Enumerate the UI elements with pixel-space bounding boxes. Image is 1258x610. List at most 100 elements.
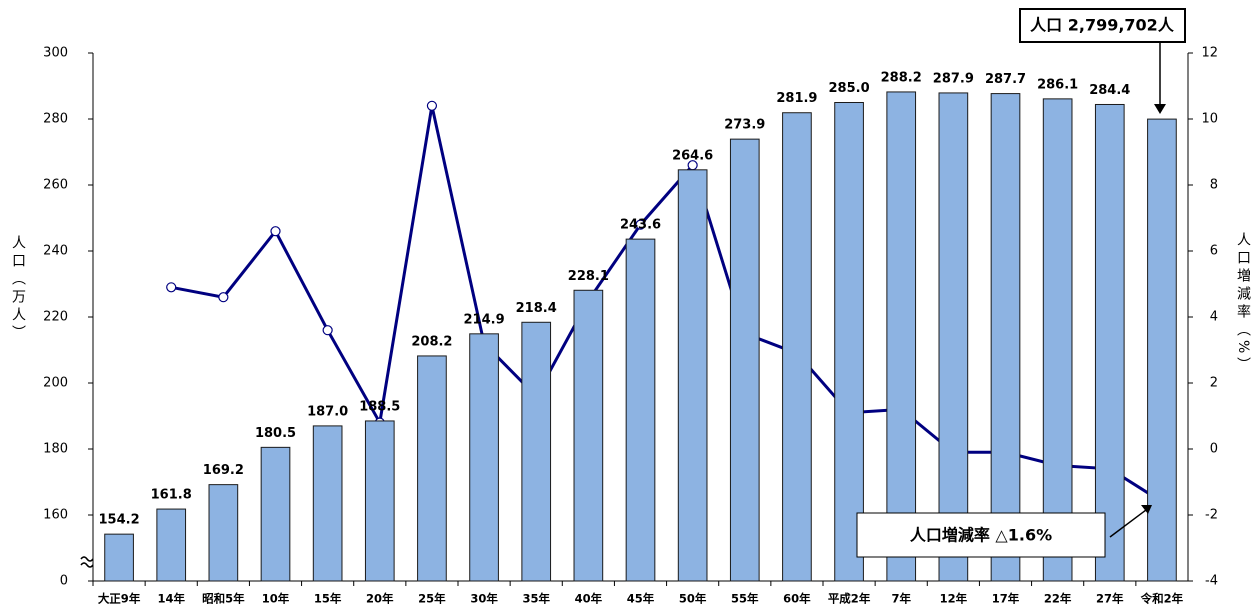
bar <box>469 333 499 582</box>
annotation-box <box>856 512 1106 558</box>
line-point <box>426 100 438 111</box>
x-tick-label: 55年 <box>731 592 759 606</box>
value-label: 228.1 <box>568 269 609 284</box>
x-tick-label: 12年 <box>940 592 968 606</box>
bar <box>886 91 917 582</box>
bar <box>990 93 1021 582</box>
x-tick-label: 50年 <box>679 592 707 606</box>
value-label: 287.7 <box>985 72 1026 87</box>
y2-tick-label: 0 <box>1210 442 1218 457</box>
value-label: 273.9 <box>724 118 765 133</box>
bar <box>104 533 134 582</box>
y2-tick-label: -4 <box>1205 574 1218 589</box>
x-tick-label: 令和2年 <box>1140 592 1184 606</box>
value-label: 188.5 <box>359 399 400 414</box>
annotation-rate: 人口増減率 △1.6% <box>856 505 1152 558</box>
value-label: 218.4 <box>516 301 557 316</box>
y-axis-label: 人口（万人） <box>10 235 26 343</box>
x-tick-label: 22年 <box>1044 592 1072 606</box>
y-tick-label: 260 <box>43 178 68 193</box>
bar <box>729 138 760 582</box>
line-point <box>635 219 646 230</box>
bar <box>364 420 395 582</box>
x-tick-label: 14年 <box>157 592 185 606</box>
value-label: 161.8 <box>151 488 192 503</box>
y-tick-label: 240 <box>43 244 68 259</box>
bar <box>208 484 239 582</box>
value-label: 187.0 <box>307 404 348 419</box>
x-tick-label: 7年 <box>891 592 911 606</box>
y2-tick-label: 10 <box>1201 112 1218 127</box>
line-point <box>270 226 281 237</box>
annotation-population: 人口 2,799,702人 <box>1019 8 1186 114</box>
y-tick-label: 180 <box>43 442 68 457</box>
value-label: 286.1 <box>1037 77 1078 92</box>
x-tick-label: 45年 <box>627 592 655 606</box>
y2-tick-label: 12 <box>1201 46 1218 61</box>
x-tick-label: 大正9年 <box>98 592 141 606</box>
x-tick-label: 17年 <box>992 592 1020 606</box>
bar <box>1042 98 1073 582</box>
bar <box>312 425 343 582</box>
value-label: 243.6 <box>620 218 661 233</box>
y-tick-label: 280 <box>43 112 68 127</box>
value-label: 264.6 <box>672 148 713 163</box>
y2-tick-label: -2 <box>1205 508 1218 523</box>
value-label: 284.4 <box>1089 83 1130 98</box>
arrow-head <box>1154 104 1166 114</box>
y-tick-label: 160 <box>43 508 68 523</box>
bar <box>260 446 291 582</box>
y2-tick-label: 4 <box>1210 310 1218 325</box>
y-tick-label: 300 <box>43 46 68 61</box>
value-label: 154.2 <box>99 513 140 528</box>
annotation-text: 人口 2,799,702人 <box>1030 16 1175 35</box>
bar <box>1094 103 1125 582</box>
value-label: 180.5 <box>255 426 296 441</box>
x-tick-label: 60年 <box>783 592 811 606</box>
x-tick-label: 20年 <box>366 592 394 606</box>
bar <box>521 321 552 582</box>
axis-break <box>80 556 94 562</box>
annotation-box <box>1019 8 1186 43</box>
y2-tick-label: 2 <box>1210 376 1218 391</box>
x-tick-label: 15年 <box>314 592 342 606</box>
value-label: 214.9 <box>464 312 505 327</box>
annotation-text: 人口増減率 △1.6% <box>910 526 1052 545</box>
x-tick-label: 40年 <box>575 592 603 606</box>
x-tick-label: 35年 <box>522 592 550 606</box>
line-point <box>322 325 333 336</box>
bar <box>573 289 604 582</box>
value-label: 169.2 <box>203 463 244 478</box>
line-point <box>218 292 229 303</box>
line-point <box>166 282 177 293</box>
x-tick-label: 10年 <box>262 592 290 606</box>
bar <box>625 238 656 582</box>
arrow-head <box>1141 505 1152 514</box>
annotation-arrow <box>1109 509 1147 538</box>
bar <box>938 92 969 582</box>
bar <box>417 355 447 582</box>
y-tick-label: 0 <box>60 574 68 589</box>
x-tick-label: 平成2年 <box>828 592 871 606</box>
y-tick-label: 200 <box>43 376 68 391</box>
x-tick-label: 30年 <box>470 592 498 606</box>
y2-tick-label: 8 <box>1210 178 1218 193</box>
y-tick-label: 220 <box>43 310 68 325</box>
value-label: 288.2 <box>881 70 922 85</box>
value-label: 281.9 <box>776 91 817 106</box>
bar <box>156 508 187 582</box>
bar <box>782 112 812 582</box>
bar <box>677 169 708 582</box>
y2-axis-label: 人口増減率（%） <box>1235 232 1251 375</box>
x-tick-label: 昭和5年 <box>202 592 245 606</box>
y2-tick-label: 6 <box>1210 244 1218 259</box>
x-tick-label: 27年 <box>1096 592 1124 606</box>
x-tick-label: 25年 <box>418 592 446 606</box>
bar <box>834 102 864 582</box>
axis-break <box>80 562 94 568</box>
value-label: 208.2 <box>411 334 452 349</box>
value-label: 287.9 <box>933 71 974 86</box>
value-label: 285.0 <box>829 81 870 96</box>
bar <box>1147 118 1177 582</box>
